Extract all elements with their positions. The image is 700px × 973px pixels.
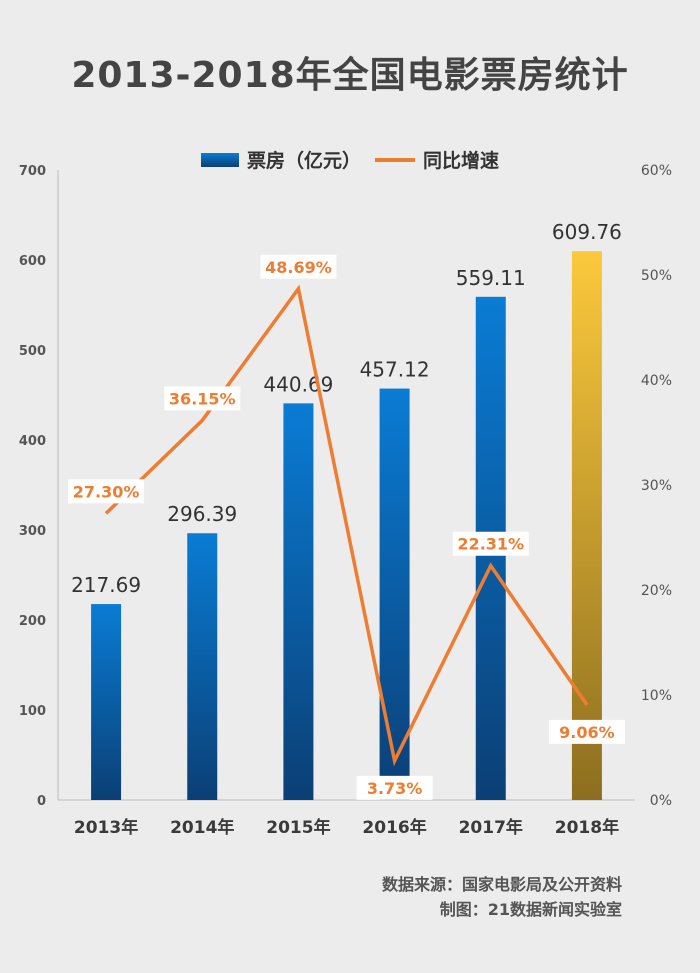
- y-left-tick-label: 100: [19, 704, 46, 719]
- growth-value-label: 36.15%: [169, 389, 236, 408]
- bar-value-label: 296.39: [167, 502, 237, 526]
- bar: [91, 604, 122, 800]
- growth-value-label: 9.06%: [559, 723, 615, 742]
- legend-item-growth: 同比增速: [375, 146, 499, 173]
- bar-value-label: 440.69: [263, 372, 333, 396]
- bar: [571, 251, 602, 800]
- x-tick-label: 2016年: [362, 817, 426, 838]
- growth-line: [104, 284, 589, 767]
- legend: 票房（亿元） 同比增速: [0, 146, 700, 173]
- y-left-tick-label: 300: [19, 524, 46, 539]
- bar: [187, 533, 218, 800]
- chart-title: 2013-2018年全国电影票房统计: [71, 55, 629, 96]
- legend-bar-swatch: [200, 152, 239, 167]
- y-left-tick-label: 500: [19, 344, 46, 359]
- growth-label-box: [548, 719, 625, 744]
- growth-label-box: [164, 386, 241, 411]
- bar-value-label: 217.69: [71, 573, 141, 597]
- legend-line-label: 同比增速: [423, 150, 500, 172]
- y-left-tick-label: 400: [19, 434, 46, 449]
- y-right-tick-label: 10%: [641, 688, 672, 704]
- legend-line-swatch: [375, 157, 415, 162]
- growth-label-box: [356, 775, 433, 800]
- bar: [283, 403, 314, 800]
- growth-label-box: [452, 531, 529, 556]
- growth-value-label: 27.30%: [73, 482, 140, 501]
- y-left-tick-label: 0: [37, 794, 46, 809]
- y-right-tick-label: 60%: [641, 163, 672, 179]
- x-tick-label: 2014年: [170, 817, 234, 838]
- growth-label-box: [260, 254, 337, 279]
- y-right-tick-label: 20%: [641, 583, 672, 599]
- legend-item-box-office: 票房（亿元）: [200, 146, 361, 173]
- bar-value-label: 609.76: [552, 220, 622, 244]
- y-right-tick-label: 50%: [641, 268, 672, 284]
- legend-bar-label: 票房（亿元）: [246, 150, 361, 172]
- growth-label-box: [68, 479, 145, 504]
- data-source: 数据来源：国家电影局及公开资料: [381, 875, 622, 894]
- growth-value-label: 22.31%: [457, 535, 524, 554]
- y-left-tick-label: 700: [19, 164, 46, 179]
- chart-credit: 制图：21数据新闻实验室: [439, 900, 622, 919]
- x-tick-label: 2017年: [459, 817, 523, 838]
- y-right-tick-label: 0%: [650, 793, 672, 809]
- x-tick-label: 2015年: [266, 817, 330, 838]
- bar-value-label: 457.12: [360, 358, 430, 382]
- bar: [379, 388, 410, 800]
- growth-value-label: 48.69%: [265, 258, 332, 277]
- y-left-tick-label: 200: [19, 614, 46, 629]
- x-tick-label: 2018年: [555, 817, 619, 838]
- footer: 数据来源：国家电影局及公开资料 制图：21数据新闻实验室: [382, 872, 622, 922]
- growth-value-label: 3.73%: [367, 779, 423, 798]
- y-right-tick-label: 40%: [641, 373, 672, 389]
- bar-value-label: 559.11: [456, 266, 526, 290]
- x-tick-label: 2013年: [74, 817, 138, 838]
- y-right-tick-label: 30%: [641, 478, 672, 494]
- y-left-tick-label: 600: [19, 254, 46, 269]
